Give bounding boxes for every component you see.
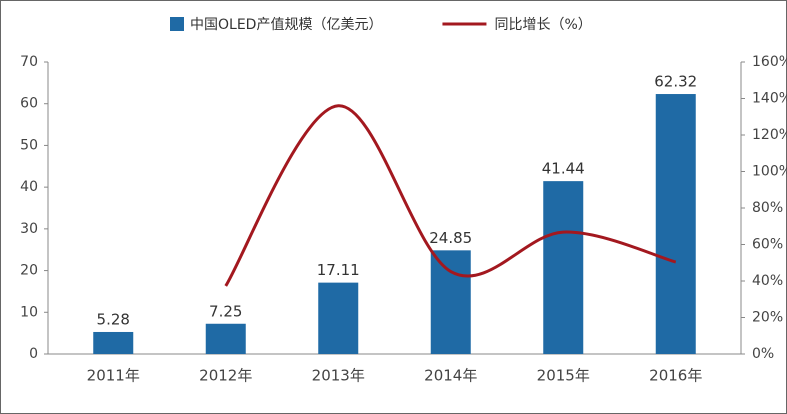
legend-label: 中国OLED产值规模（亿美元）	[190, 17, 382, 33]
x-tick-label: 2016年	[649, 367, 702, 385]
y2-tick-label: 120%	[752, 127, 787, 143]
value-label: 62.32	[654, 73, 697, 91]
bar	[93, 331, 134, 354]
x-tick-label: 2014年	[424, 367, 477, 385]
value-label: 24.85	[429, 229, 472, 247]
value-label: 17.11	[317, 261, 360, 279]
y2-tick-label: 20%	[752, 310, 783, 326]
y2-tick-label: 100%	[752, 164, 787, 180]
y-tick-label: 30	[20, 221, 38, 237]
y-tick-label: 0	[29, 346, 38, 362]
value-label: 5.28	[97, 310, 130, 328]
value-label: 41.44	[542, 160, 585, 178]
bar	[543, 181, 584, 354]
y2-tick-label: 80%	[752, 200, 783, 216]
y2-tick-label: 60%	[752, 237, 783, 253]
y-tick-label: 50	[20, 137, 38, 153]
y2-tick-label: 40%	[752, 273, 783, 289]
y2-tick-label: 160%	[752, 54, 787, 70]
y-tick-label: 10	[20, 304, 38, 320]
x-tick-label: 2015年	[537, 367, 590, 385]
value-label: 7.25	[209, 302, 242, 320]
x-tick-label: 2011年	[87, 367, 140, 385]
legend-label: 同比增长（%）	[494, 17, 591, 33]
y-tick-label: 70	[20, 54, 38, 70]
y-tick-label: 60	[20, 96, 38, 112]
y2-tick-label: 140%	[752, 91, 787, 107]
line	[224, 104, 677, 287]
bar	[655, 94, 696, 355]
bar	[430, 250, 471, 354]
y-tick-label: 40	[20, 179, 38, 195]
y2-tick-label: 0%	[752, 346, 774, 362]
x-tick-label: 2013年	[312, 367, 365, 385]
bar	[318, 282, 359, 354]
y-tick-label: 20	[20, 263, 38, 279]
legend-swatch	[170, 17, 184, 31]
x-tick-label: 2012年	[199, 367, 252, 385]
bar	[205, 323, 246, 354]
